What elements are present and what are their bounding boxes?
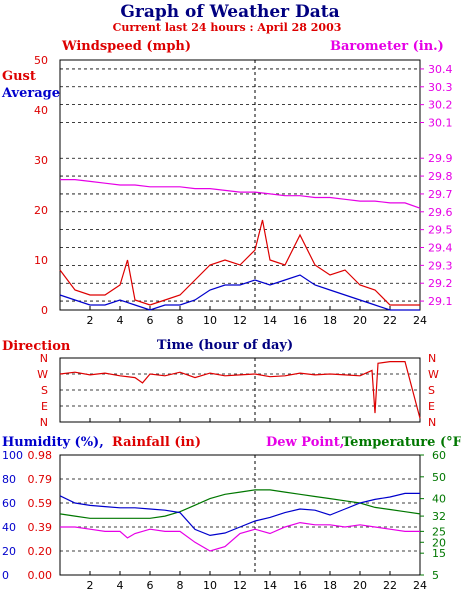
wind-xtick-label: 2 [87,314,94,327]
humidity-ytick-label: 0 [2,569,9,582]
average-label: Average [1,86,60,101]
barometer-label: Barometer (in.) [330,39,444,54]
wind-xtick-label: 16 [293,314,307,327]
hum-xtick-label: 18 [323,579,337,592]
dewpoint-line [60,521,420,552]
wind-xtick-label: 14 [263,314,277,327]
gust-line [59,219,420,306]
baro-ytick-label: 30.1 [428,117,453,130]
hum-xtick-label: 4 [117,579,124,592]
temperature-label: Temperature (°F) [342,435,461,450]
temp-ytick-label: 5 [432,569,439,582]
hum-xtick-label: 8 [177,579,184,592]
wind-ytick-label: 40 [34,104,48,117]
temperature-line [59,489,421,519]
wind-xtick-label: 12 [233,314,247,327]
dir-ytick-label: N [40,416,48,429]
hum-xtick-label: 10 [203,579,217,592]
temp-ytick-label: 40 [432,493,446,506]
barometer-line [60,179,421,209]
baro-ytick-label: 29.6 [428,206,453,219]
hum-xtick-label: 12 [233,579,247,592]
wind-ytick-label: 50 [34,54,48,67]
dir-ytick-label-right: N [428,352,436,365]
wind-xtick-label: 10 [203,314,217,327]
x-axis-label: Time (hour of day) [157,338,293,353]
temp-ytick-label: 15 [432,547,446,560]
hum-xtick-label: 22 [383,579,397,592]
rainfall-ytick-label: 0.98 [28,449,53,462]
rainfall-ytick-label: 0.59 [28,497,53,510]
baro-ytick-label: 29.8 [428,170,453,183]
humidity-ytick-label: 100 [2,449,23,462]
baro-ytick-label: 30.3 [428,81,453,94]
baro-ytick-label: 29.4 [428,242,453,255]
hum-xtick-label: 6 [147,579,154,592]
baro-ytick-label: 30.4 [428,63,453,76]
baro-ytick-label: 29.3 [428,259,453,272]
wind-ytick-label: 10 [34,254,48,267]
hum-xtick-label: 14 [263,579,277,592]
dir-ytick-label: S [41,384,48,397]
wind-xtick-label: 4 [117,314,124,327]
wind-xtick-label: 20 [353,314,367,327]
wind-frame [59,59,421,311]
gust-label: Gust [2,69,36,84]
temp-ytick-label: 20 [432,536,446,549]
baro-ytick-label: 29.2 [428,277,453,290]
chart-subtitle: Current last 24 hours : April 28 2003 [113,21,342,34]
rainfall-ytick-label: 0.39 [28,521,53,534]
hum-xtick-label: 2 [87,579,94,592]
humidity-ytick-label: 20 [2,545,16,558]
baro-ytick-label: 29.7 [428,188,453,201]
direction-line [59,361,421,419]
windspeed-label: Windspeed (mph) [61,39,191,54]
wind-ytick-label: 20 [34,204,48,217]
wind-xtick-label: 22 [383,314,397,327]
humidity-label: Humidity (%), [2,435,104,450]
wind-ytick-label: 0 [41,304,48,317]
rainfall-ytick-label: 0.20 [28,545,53,558]
rainfall-ytick-label: 0.00 [28,569,53,582]
wind-ytick-label: 30 [34,154,48,167]
hum-xtick-label: 16 [293,579,307,592]
chart-title: Graph of Weather Data [120,2,339,22]
dir-ytick-label-right: S [428,384,435,397]
hum-frame [59,454,421,576]
temp-ytick-label: 25 [432,525,446,538]
dir-ytick-label-right: N [428,416,436,429]
average-line [59,274,420,311]
temp-ytick-label: 50 [432,471,446,484]
rainfall-ytick-label: 0.79 [28,473,53,486]
hum-xtick-label: 20 [353,579,367,592]
baro-ytick-label: 29.5 [428,224,453,237]
baro-ytick-label: 29.1 [428,295,453,308]
wind-xtick-label: 24 [413,314,427,327]
humidity-ytick-label: 80 [2,473,16,486]
dir-ytick-label: E [41,400,48,413]
wind-xtick-label: 8 [177,314,184,327]
dir-ytick-label: W [37,368,48,381]
humidity-ytick-label: 60 [2,497,16,510]
dir-ytick-label: N [40,352,48,365]
wind-xtick-label: 18 [323,314,337,327]
baro-ytick-label: 30.2 [428,99,453,112]
humidity-ytick-label: 40 [2,521,16,534]
humidity-line [59,492,420,537]
temp-ytick-label: 60 [432,449,446,462]
baro-ytick-label: 29.9 [428,152,453,165]
dewpoint-label: Dew Point, [266,435,344,450]
temp-ytick-label: 32 [432,510,446,523]
wind-xtick-label: 6 [147,314,154,327]
direction-label: Direction [2,339,71,354]
rainfall-label: Rainfall (in) [112,435,201,450]
hum-xtick-label: 24 [413,579,427,592]
dir-ytick-label-right: W [428,368,439,381]
dir-ytick-label-right: E [428,400,435,413]
